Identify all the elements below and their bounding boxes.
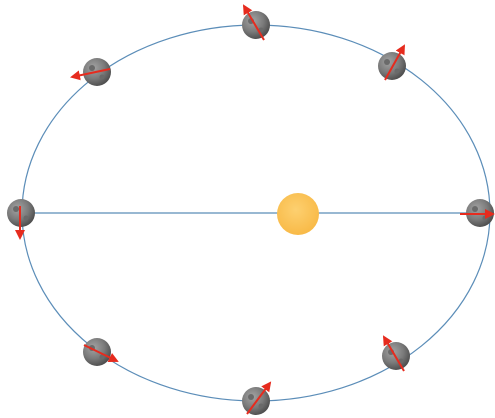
- planet-left: [7, 199, 35, 240]
- crater: [258, 403, 264, 409]
- velocity-arrow: [384, 44, 405, 81]
- planet-top: [242, 4, 270, 41]
- crater: [482, 215, 488, 221]
- crater: [99, 74, 105, 80]
- velocity-arrow: [70, 68, 111, 81]
- planet-lower-right: [382, 335, 410, 372]
- crater: [248, 394, 254, 400]
- planet-lower-left: [83, 338, 119, 366]
- crater: [23, 215, 29, 221]
- velocity-arrow: [242, 4, 265, 41]
- planet-upper-left: [70, 58, 111, 86]
- planet-upper-right: [378, 44, 406, 81]
- crater: [384, 59, 390, 65]
- crater: [472, 206, 478, 212]
- crater: [89, 65, 95, 71]
- crater: [13, 206, 19, 212]
- planet-right: [460, 199, 495, 227]
- sun-icon: [277, 193, 319, 235]
- velocity-arrow: [83, 344, 119, 363]
- velocity-arrow: [382, 335, 405, 372]
- planet-bottom: [242, 381, 272, 415]
- velocity-arrow: [246, 381, 272, 415]
- crater: [99, 354, 105, 360]
- crater: [394, 68, 400, 74]
